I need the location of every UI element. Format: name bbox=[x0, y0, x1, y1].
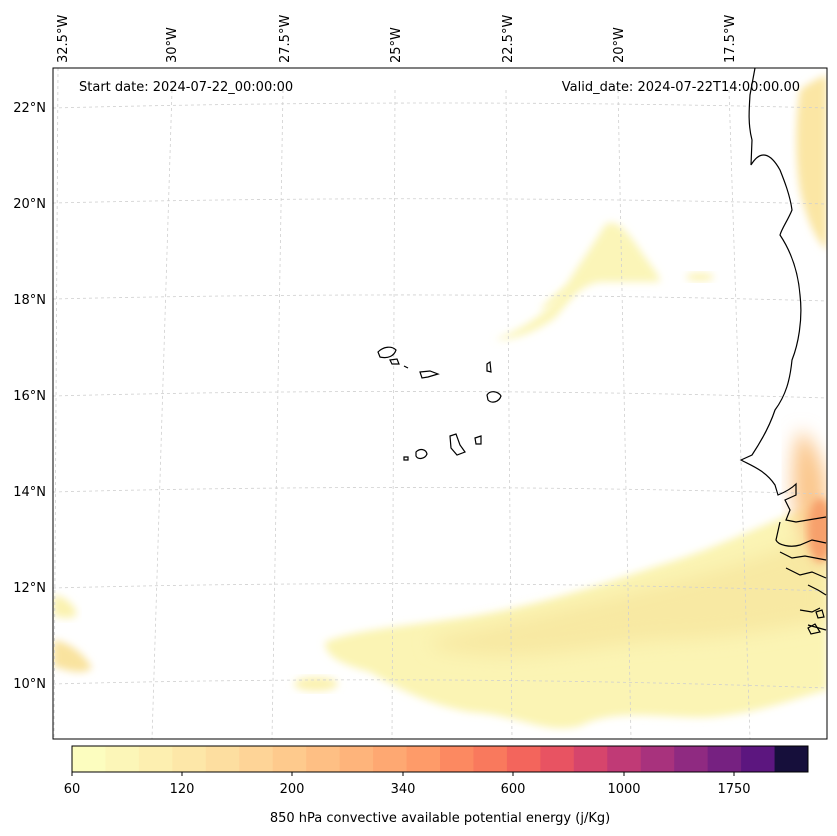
colorbar-swatch bbox=[774, 746, 809, 772]
cape-patch-north-east bbox=[686, 273, 714, 281]
colorbar-swatch bbox=[607, 746, 642, 772]
parallel-16n bbox=[53, 391, 827, 399]
parallel-10n bbox=[53, 679, 827, 689]
latitude-labels: 22°N 20°N 18°N 16°N 14°N 12°N 10°N bbox=[13, 101, 46, 692]
lon-label: 32.5°W bbox=[56, 15, 71, 63]
colorbar-tick-label: 60 bbox=[64, 782, 81, 797]
colorbar-swatch bbox=[406, 746, 441, 772]
colorbar-swatch bbox=[674, 746, 709, 772]
parallel-14n bbox=[53, 487, 827, 495]
colorbar-frame bbox=[71, 745, 809, 773]
parallel-22n bbox=[53, 102, 827, 109]
colorbar-ticks bbox=[71, 772, 735, 776]
colorbar-tick-label: 1750 bbox=[717, 782, 750, 797]
lat-label: 18°N bbox=[13, 293, 46, 308]
colorbar-swatch bbox=[339, 746, 374, 772]
lat-label: 12°N bbox=[13, 581, 46, 596]
meridian-30w bbox=[151, 89, 173, 739]
gridlines bbox=[53, 68, 827, 739]
cape-plume-north bbox=[495, 222, 660, 340]
colorbar-title: 850 hPa convective available potential e… bbox=[270, 811, 610, 826]
meridian-32-5w bbox=[53, 68, 59, 739]
island-sal bbox=[486, 360, 492, 373]
lat-label: 16°N bbox=[13, 389, 46, 404]
lon-label: 27.5°W bbox=[278, 15, 293, 63]
map-frame bbox=[52, 67, 828, 740]
colorbar-swatch bbox=[707, 746, 742, 772]
start-date-label: Start date: 2024-07-22_00:00:00 bbox=[79, 80, 293, 95]
lon-label: 20°W bbox=[612, 27, 627, 63]
colorbar-tick-label: 1000 bbox=[607, 782, 640, 797]
cape-patch-west-2 bbox=[53, 640, 92, 672]
lat-label: 22°N bbox=[13, 101, 46, 116]
meridian-17-5w bbox=[728, 89, 751, 739]
island-fogo bbox=[415, 448, 428, 460]
colorbar-swatch bbox=[540, 746, 575, 772]
colorbar-swatch bbox=[640, 746, 675, 772]
colorbar-swatch bbox=[306, 746, 341, 772]
cape-strip-north-east bbox=[796, 75, 827, 250]
colorbar-tick-label: 340 bbox=[391, 782, 416, 797]
cape-patch-west-1 bbox=[53, 595, 77, 619]
colorbar-swatch bbox=[373, 746, 407, 772]
lat-label: 14°N bbox=[13, 485, 46, 500]
meridian-20w bbox=[617, 89, 632, 739]
lat-label: 20°N bbox=[13, 197, 46, 212]
valid-date-label: Valid_date: 2024-07-22T14:00:00.00 bbox=[562, 80, 800, 95]
lon-label: 25°W bbox=[389, 27, 404, 63]
colorbar-swatch bbox=[105, 746, 140, 772]
cape-plume-north-tail bbox=[540, 286, 570, 310]
colorbar-tick-label: 200 bbox=[280, 782, 305, 797]
colorbar-swatch bbox=[172, 746, 207, 772]
cape-patch-south-west bbox=[294, 677, 338, 691]
island-sao-nicolau bbox=[419, 370, 440, 379]
colorbar-swatch bbox=[506, 746, 541, 772]
island-sao-vicente bbox=[389, 358, 400, 365]
colorbar-swatch bbox=[205, 746, 240, 772]
lon-label: 30°W bbox=[165, 27, 180, 63]
colorbar-tick-label: 120 bbox=[170, 782, 195, 797]
colorbar-tick-label: 600 bbox=[501, 782, 526, 797]
island-boa-vista bbox=[486, 391, 502, 403]
parallel-20n bbox=[53, 198, 827, 205]
island-santiago bbox=[449, 433, 466, 456]
cape-field bbox=[53, 75, 827, 729]
island-brava bbox=[403, 456, 409, 461]
colorbar-swatch bbox=[473, 746, 508, 772]
colorbar-swatch bbox=[72, 746, 106, 772]
island-maio bbox=[474, 435, 482, 445]
island-bissagos bbox=[807, 609, 825, 635]
colorbar-swatch bbox=[239, 746, 274, 772]
colorbar-swatch bbox=[272, 746, 307, 772]
longitude-labels: 32.5°W 30°W 27.5°W 25°W 22.5°W 20°W 17.5… bbox=[56, 15, 738, 63]
coastlines bbox=[377, 68, 827, 635]
island-santo-antao bbox=[377, 346, 397, 359]
meridian-25w bbox=[391, 89, 396, 739]
lon-label: 22.5°W bbox=[501, 15, 516, 63]
colorbar-swatch bbox=[741, 746, 775, 772]
parallel-12n bbox=[53, 583, 827, 592]
colorbar-swatches bbox=[72, 746, 809, 772]
parallel-18n bbox=[53, 294, 827, 302]
map-panel: Start date: 2024-07-22_00:00:00 Valid_da… bbox=[52, 67, 828, 740]
colorbar-swatch bbox=[440, 746, 474, 772]
lon-label: 17.5°W bbox=[723, 15, 738, 63]
colorbar-swatch bbox=[573, 746, 608, 772]
meridian-22-5w bbox=[505, 89, 513, 739]
meridian-27-5w bbox=[271, 89, 284, 739]
cape-coastal-peak bbox=[808, 498, 827, 562]
colorbar-swatch bbox=[138, 746, 173, 772]
lat-label: 10°N bbox=[13, 677, 46, 692]
colorbar: 60 120 200 340 600 1000 1750 850 hPa con… bbox=[64, 745, 809, 826]
island-santa-luzia bbox=[403, 365, 409, 369]
african-coastline bbox=[739, 68, 827, 631]
cape-band-south-core bbox=[430, 530, 827, 657]
